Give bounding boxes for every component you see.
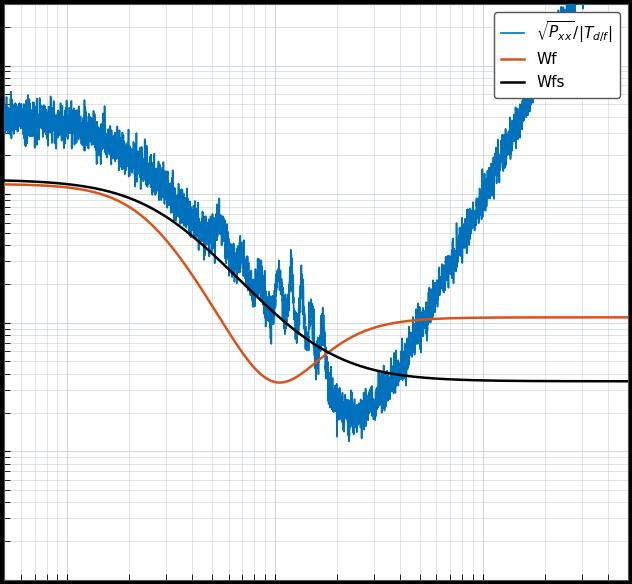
$\sqrt{P_{xx}}/|T_{d/f}|$ — [397, 371, 404, 378]
$\sqrt{P_{xx}}/|T_{d/f}|$ — [32, 127, 39, 134]
Wfs — [496, 377, 504, 384]
Wfs — [1, 177, 8, 184]
Wf — [624, 314, 631, 321]
Wf — [276, 379, 284, 386]
Wf — [1, 181, 8, 188]
$\sqrt{P_{xx}}/|T_{d/f}|$ — [370, 406, 377, 413]
Line: Wfs: Wfs — [4, 180, 628, 381]
Line: $\sqrt{P_{xx}}/|T_{d/f}|$: $\sqrt{P_{xx}}/|T_{d/f}|$ — [4, 0, 628, 442]
Wfs — [369, 366, 377, 373]
Wf — [32, 182, 39, 189]
$\sqrt{P_{xx}}/|T_{d/f}|$ — [345, 438, 353, 445]
Wfs — [226, 267, 234, 274]
Wf — [463, 314, 470, 321]
$\sqrt{P_{xx}}/|T_{d/f}|$ — [463, 241, 470, 248]
Wf — [370, 325, 377, 332]
$\sqrt{P_{xx}}/|T_{d/f}|$ — [226, 251, 234, 258]
Wf — [496, 314, 504, 321]
$\sqrt{P_{xx}}/|T_{d/f}|$ — [496, 161, 504, 168]
Wf — [226, 331, 234, 338]
Line: Wf: Wf — [4, 185, 628, 383]
$\sqrt{P_{xx}}/|T_{d/f}|$ — [1, 116, 8, 123]
Wfs — [32, 178, 39, 185]
Wfs — [463, 377, 470, 384]
Legend: $\sqrt{P_{xx}}/|T_{d/f}|$, Wf, Wfs: $\sqrt{P_{xx}}/|T_{d/f}|$, Wf, Wfs — [494, 12, 620, 98]
Wfs — [397, 371, 404, 378]
Wfs — [624, 378, 631, 385]
Wf — [397, 318, 404, 325]
